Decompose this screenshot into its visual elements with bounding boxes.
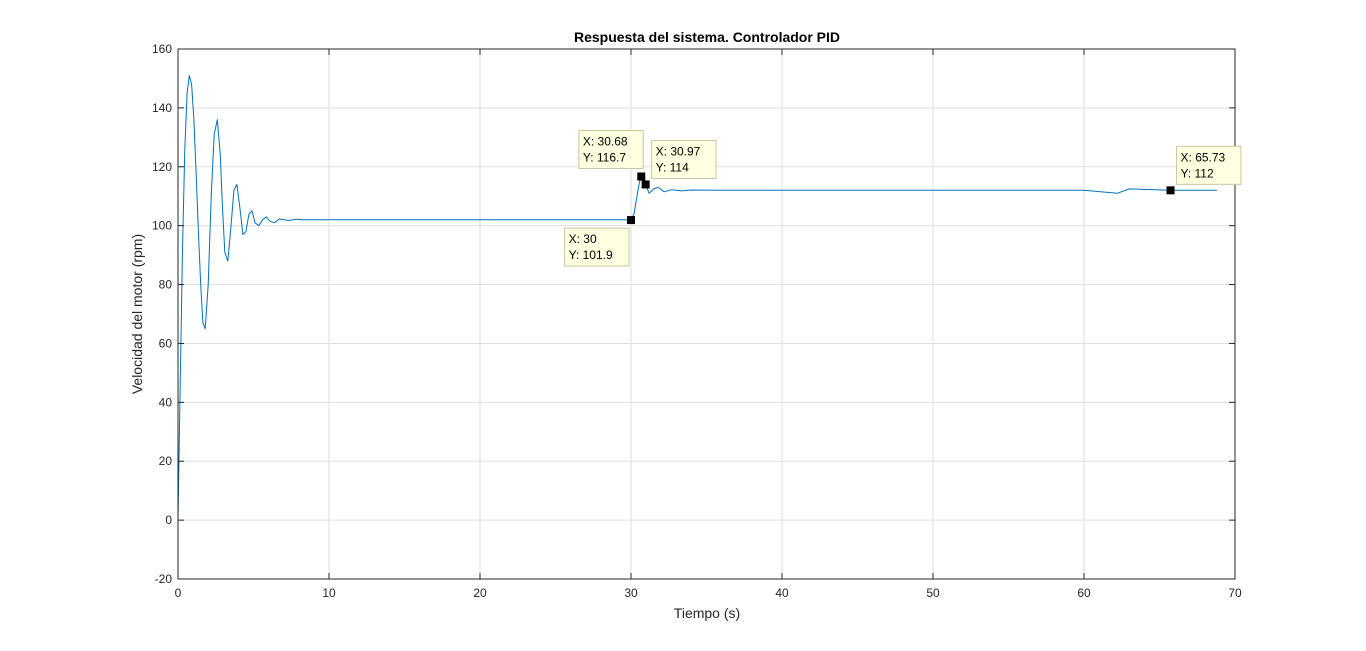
datatip-x-text: X: 30 bbox=[569, 232, 597, 246]
x-tick-label: 50 bbox=[926, 586, 940, 600]
datatip-y-text: Y: 116.7 bbox=[583, 150, 626, 164]
datatip-x-text: X: 30.68 bbox=[583, 134, 628, 148]
datatip-y-text: Y: 114 bbox=[656, 160, 689, 174]
datatip-box bbox=[651, 139, 717, 179]
datatip-layer: X: 30.68 Y: 116.7 X: 30.97 Y: 114 X: 30 Y: 10… bbox=[564, 129, 1242, 267]
datatip[interactable]: X: 30.68 Y: 116.7 bbox=[578, 129, 646, 181]
datatip-box bbox=[564, 227, 630, 267]
y-tick-label: 80 bbox=[159, 278, 173, 292]
datatip-marker[interactable] bbox=[641, 180, 650, 189]
datatip-marker[interactable] bbox=[1166, 186, 1175, 195]
series-layer bbox=[177, 75, 1217, 521]
y-axis-label: Velocidad del motor (rpm) bbox=[129, 234, 145, 394]
datatip-x-text: X: 30.97 bbox=[656, 144, 701, 158]
datatip-x-text: X: 65.73 bbox=[1181, 150, 1226, 164]
y-tick-label: 120 bbox=[152, 160, 172, 174]
chart-title: Respuesta del sistema. Controlador PID bbox=[574, 29, 840, 45]
y-tick-label: -20 bbox=[155, 572, 173, 586]
y-tick-label: 60 bbox=[159, 336, 173, 350]
y-tick-label: 140 bbox=[152, 101, 172, 115]
datatip-y-text: Y: 112 bbox=[1181, 166, 1214, 180]
y-tick-label: 40 bbox=[159, 395, 173, 409]
plot-area bbox=[178, 49, 1235, 579]
datatip-marker[interactable] bbox=[637, 172, 646, 181]
datatip-box bbox=[578, 129, 644, 169]
datatip[interactable]: X: 30 Y: 101.9 bbox=[564, 216, 635, 267]
datatip-box bbox=[1176, 145, 1242, 185]
y-tick-label: 160 bbox=[152, 42, 172, 56]
x-tick-label: 30 bbox=[624, 586, 638, 600]
x-tick-label: 70 bbox=[1228, 586, 1242, 600]
x-tick-label: 0 bbox=[175, 586, 182, 600]
y-tick-label: 100 bbox=[152, 219, 172, 233]
x-axis-label: Tiempo (s) bbox=[674, 605, 740, 621]
x-tick-label: 40 bbox=[775, 586, 789, 600]
y-tick-label: 0 bbox=[165, 513, 172, 527]
x-tick-label: 10 bbox=[322, 586, 336, 600]
series-line bbox=[177, 75, 1217, 521]
x-tick-label: 20 bbox=[473, 586, 487, 600]
datatip-marker[interactable] bbox=[627, 216, 635, 225]
datatip[interactable]: X: 30.97 Y: 114 bbox=[641, 139, 717, 189]
axes-box bbox=[177, 48, 1236, 580]
datatip-y-text: Y: 101.9 bbox=[569, 248, 613, 262]
datatip[interactable]: X: 65.73 Y: 112 bbox=[1166, 145, 1242, 195]
y-tick-label: 20 bbox=[159, 454, 173, 468]
x-tick-label: 60 bbox=[1077, 586, 1091, 600]
